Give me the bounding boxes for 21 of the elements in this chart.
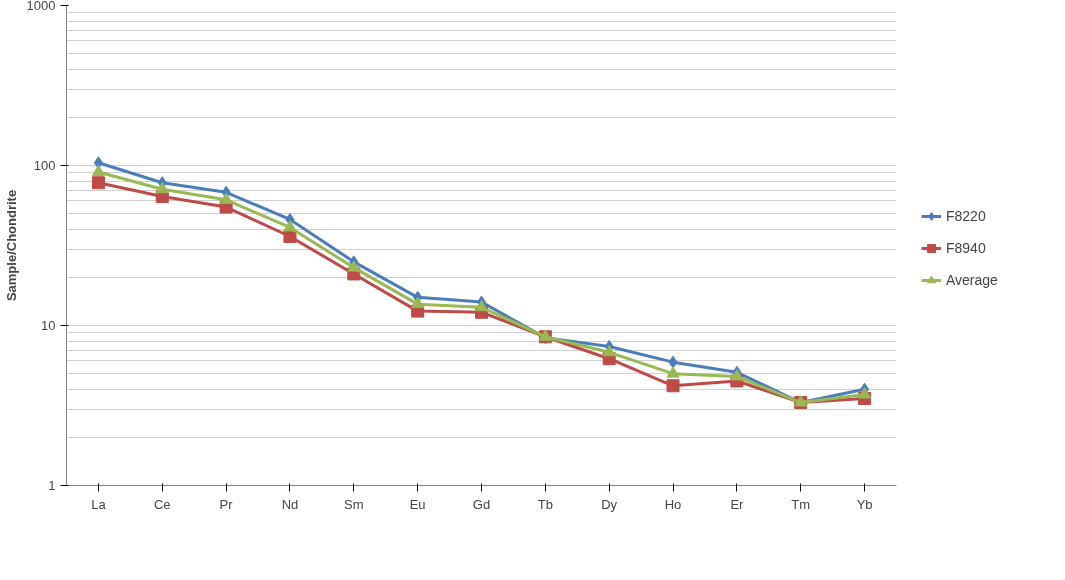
x-tick-label: Dy <box>601 496 618 512</box>
x-tick-label: Ce <box>153 496 171 512</box>
legend-label: Average <box>946 272 998 288</box>
y-axis-title: Sample/Chondrite <box>3 189 19 302</box>
x-tick-label: Eu <box>409 496 426 512</box>
x-tick-label: Tm <box>791 496 811 512</box>
x-tick-label: Gd <box>472 496 491 512</box>
x-tick-label: La <box>91 496 107 512</box>
y-tick-label: 1000 <box>26 0 56 13</box>
y-tick-label: 100 <box>33 158 56 173</box>
x-tick-label: Pr <box>219 496 234 512</box>
x-tick-label: Sm <box>344 496 364 512</box>
legend-label: F8220 <box>946 208 986 224</box>
y-tick-label: 10 <box>41 318 56 333</box>
x-tick-label: Ho <box>664 496 682 512</box>
x-tick-label: Er <box>730 496 745 512</box>
x-tick-label: Nd <box>281 496 299 512</box>
y-tick-label: 1 <box>48 478 56 493</box>
x-tick-label: Tb <box>537 496 553 512</box>
legend-label: F8940 <box>946 240 986 256</box>
x-tick-label: Yb <box>856 496 873 512</box>
